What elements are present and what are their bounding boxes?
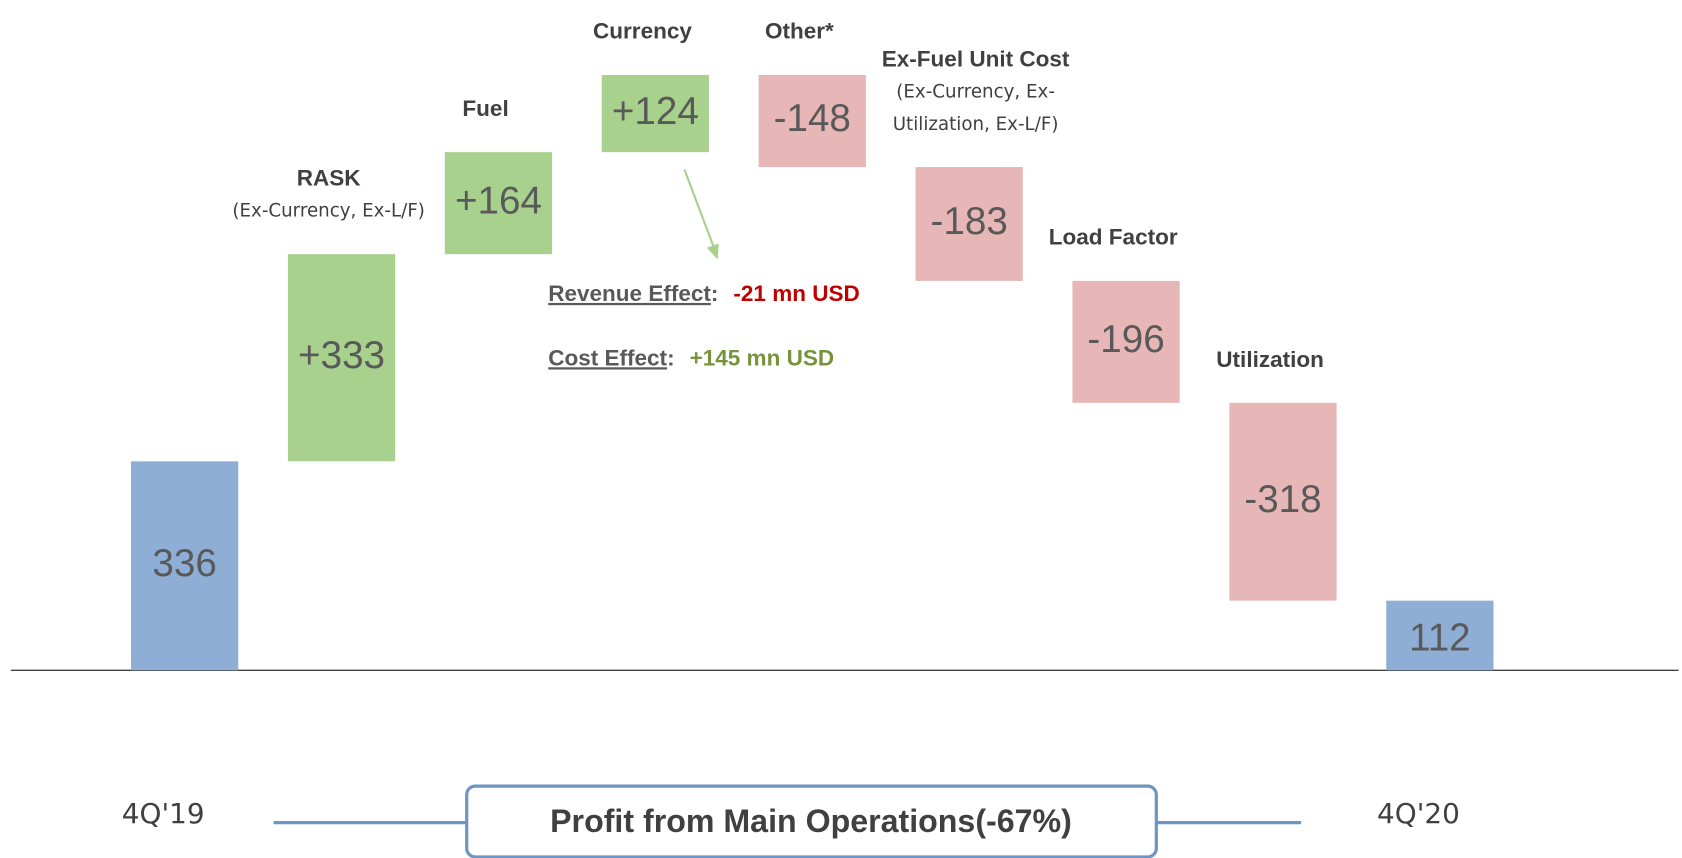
value-label: -196 <box>1087 318 1164 361</box>
annotation-separator: : <box>667 345 674 370</box>
category-label-box: Currency <box>546 0 739 48</box>
annotation-label: Cost Effect <box>548 345 667 370</box>
value-label: 112 <box>1409 616 1471 659</box>
category-label-box: Other* <box>703 0 896 48</box>
bar <box>1229 402 1337 601</box>
category-name: Other* <box>764 19 834 44</box>
value-label: -183 <box>931 200 1008 243</box>
bar <box>1386 600 1494 671</box>
category-name: Utilization <box>1216 347 1324 372</box>
value-label: -318 <box>1244 478 1321 521</box>
value-label: -148 <box>774 97 851 140</box>
annotation-separator: : <box>711 281 718 306</box>
annotation-value: -21 mn USD <box>733 281 859 306</box>
category-name: Currency <box>593 19 692 44</box>
category-label-box: RASK (Ex-Currency, Ex-L/F) <box>232 77 425 227</box>
category-label: RASK (Ex-Currency, Ex-L/F) <box>232 77 425 227</box>
bar <box>1072 280 1180 403</box>
bar <box>131 461 239 671</box>
category-label: Ex-Fuel Unit Cost (Ex-Currency, Ex-Utiliz… <box>868 0 1083 140</box>
arrow-head <box>706 243 719 260</box>
footer-text: Profit from Main Operations(-67%) <box>550 803 1072 839</box>
bar <box>915 167 1023 281</box>
annotation: Cost Effect: +145 mn USD <box>548 345 834 370</box>
annotation: Revenue Effect: -21 mn USD <box>548 281 860 306</box>
value-label: +333 <box>298 334 385 377</box>
value-label: +164 <box>455 179 542 222</box>
category-name: Fuel <box>462 96 509 122</box>
arrow-line <box>683 169 716 250</box>
category-label-box: Load Factor <box>1017 104 1210 254</box>
category-label: Load Factor <box>1017 104 1210 254</box>
bar <box>444 152 553 255</box>
category-label: Currency <box>546 0 739 48</box>
category-name: RASK <box>296 166 361 191</box>
category-name: Load Factor <box>1048 225 1178 250</box>
bar <box>758 75 866 168</box>
category-note: (Ex-Currency, Ex-L/F) <box>232 200 425 222</box>
annotation-label: Revenue Effect <box>548 281 711 306</box>
category-label: Utilization <box>1174 226 1367 376</box>
category-label-box: Ex-Fuel Unit Cost (Ex-Currency, Ex-Utiliz… <box>868 0 1083 140</box>
bar <box>601 75 709 153</box>
bar <box>287 254 396 462</box>
category-label-box: Fuel <box>389 0 582 125</box>
value-label: 336 <box>152 542 216 585</box>
x-tick-label: 4Q'19 <box>122 797 205 830</box>
category-note: (Ex-Currency, Ex-Utilization, Ex-L/F) <box>892 81 1059 135</box>
category-label-box: Utilization <box>1174 226 1367 376</box>
x-tick-label: 4Q'20 <box>1377 797 1460 830</box>
category-label: Other* <box>703 0 896 48</box>
annotation-value: +145 mn USD <box>690 345 835 370</box>
footer-box <box>465 784 1158 858</box>
category-label: Fuel <box>389 0 582 125</box>
category-name: Ex-Fuel Unit Cost <box>881 46 1070 72</box>
value-label: +124 <box>612 90 699 133</box>
